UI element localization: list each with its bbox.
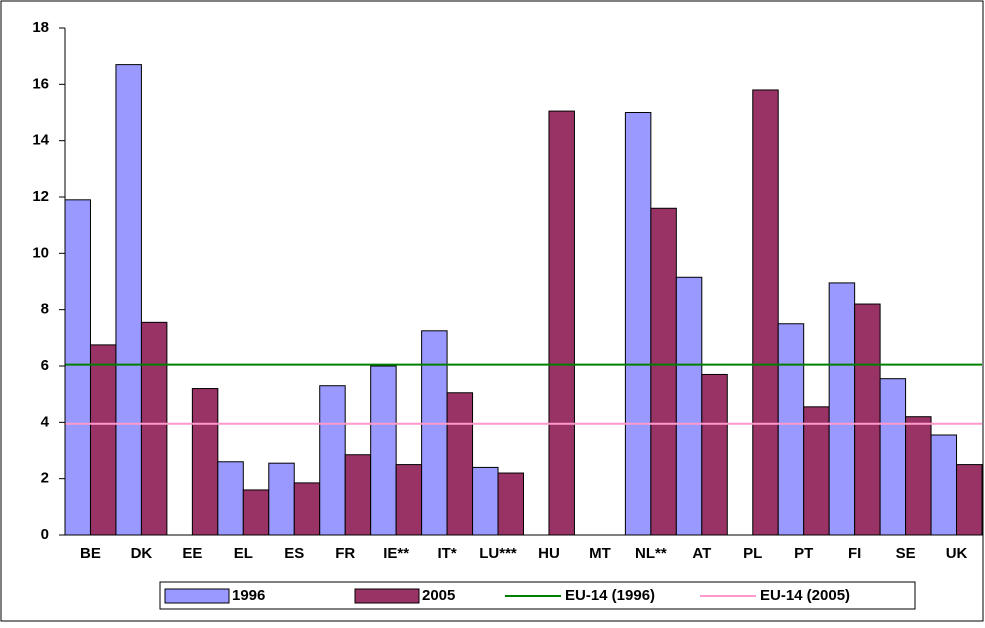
x-tick-label: BE: [80, 545, 101, 562]
x-tick-label: EL: [234, 545, 253, 562]
y-tick-label: 6: [41, 357, 49, 374]
bar: [777, 323, 805, 536]
y-tick-label: 2: [41, 470, 49, 487]
bar: [319, 385, 346, 536]
bar: [854, 303, 881, 536]
bar: [268, 462, 295, 536]
bar: [497, 472, 524, 536]
legend-label: EU-14 (1996): [565, 587, 655, 604]
legend-swatch: [164, 588, 230, 604]
y-tick-label: 12: [32, 188, 49, 205]
bar: [64, 199, 91, 536]
bar: [803, 406, 830, 536]
bar: [395, 464, 423, 536]
x-tick-label: IT*: [437, 545, 456, 562]
bar: [472, 466, 499, 536]
bar: [879, 378, 907, 536]
bar: [89, 344, 117, 536]
x-tick-label: FR: [335, 545, 355, 562]
bar: [242, 489, 270, 536]
bar: [370, 365, 397, 536]
bar: [624, 112, 652, 536]
x-tick-label: DK: [131, 545, 153, 562]
x-tick-label: NL**: [635, 545, 667, 562]
y-tick-label: 0: [41, 526, 49, 543]
bar: [701, 373, 728, 536]
x-tick-label: MT: [589, 545, 611, 562]
bar: [191, 388, 219, 536]
x-tick-label: AT: [692, 545, 711, 562]
x-tick-label: HU: [538, 545, 560, 562]
bar: [446, 392, 474, 536]
bar: [344, 454, 372, 536]
bar: [548, 110, 575, 536]
x-tick-label: IE**: [383, 545, 409, 562]
x-tick-label: PL: [743, 545, 762, 562]
bar: [217, 461, 244, 536]
y-tick-label: 16: [32, 75, 49, 92]
bar: [421, 330, 448, 536]
bar: [930, 434, 958, 536]
x-tick-label: FI: [848, 545, 861, 562]
bar: [293, 482, 321, 536]
bar: [905, 416, 932, 536]
y-tick-label: 14: [32, 132, 49, 149]
x-tick-label: LU***: [479, 545, 517, 562]
bar: [650, 207, 677, 536]
bar: [140, 321, 168, 536]
bar: [828, 282, 856, 536]
y-tick-label: 4: [41, 413, 50, 430]
x-tick-label: ES: [284, 545, 304, 562]
legend-label: 2005: [422, 587, 455, 604]
x-tick-label: EE: [182, 545, 202, 562]
y-tick-label: 8: [41, 301, 49, 318]
legend-label: EU-14 (2005): [760, 587, 850, 604]
bar: [115, 64, 142, 536]
legend-swatch: [354, 588, 420, 604]
bar: [752, 89, 779, 536]
x-tick-label: UK: [946, 545, 968, 562]
x-tick-label: SE: [896, 545, 916, 562]
y-tick-label: 18: [32, 19, 49, 36]
x-tick-label: PT: [794, 545, 813, 562]
y-tick-label: 10: [32, 244, 49, 261]
legend-label: 1996: [232, 587, 265, 604]
bar: [675, 276, 703, 536]
bar: [956, 464, 983, 536]
